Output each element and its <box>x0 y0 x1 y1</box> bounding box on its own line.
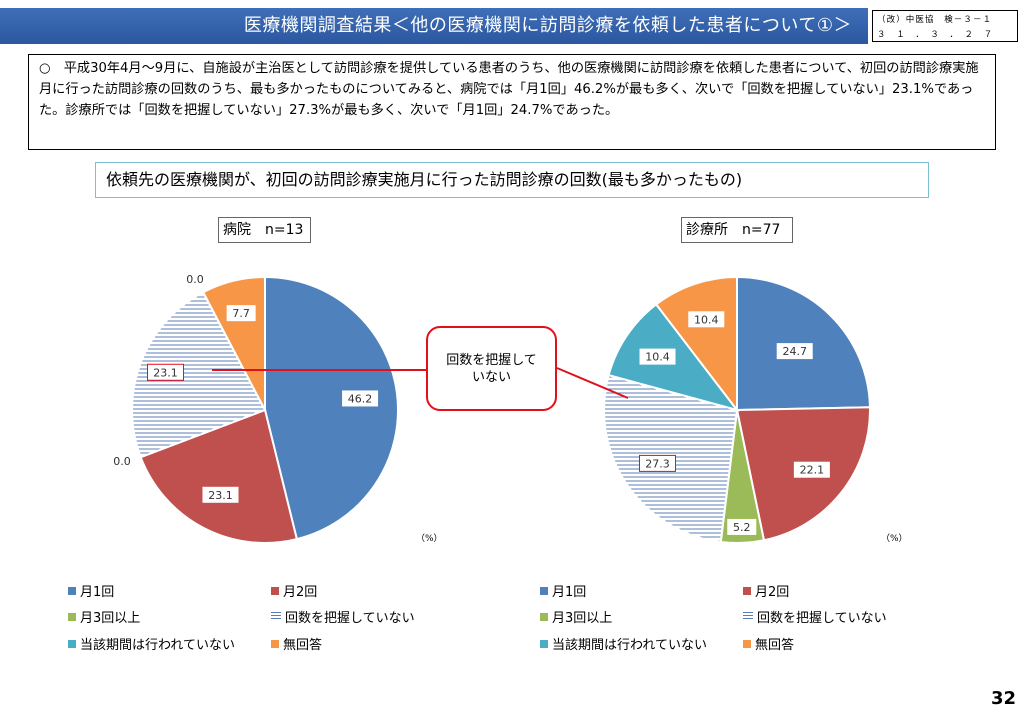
hospital-slice-3 <box>131 290 267 459</box>
clinic-legend-label-3: 回数を把握していない <box>757 611 887 626</box>
callout-text: 回数を把握していない <box>446 353 537 385</box>
hospital-legend-label-5: 無回答 <box>283 638 323 653</box>
clinic-chart-title: 診療所 n=77 <box>681 217 793 243</box>
hospital-legend-item-0: 月1回 <box>68 585 114 601</box>
clinic-legend-swatch-1 <box>743 587 751 595</box>
clinic-legend-swatch-2 <box>540 613 548 621</box>
summary-body: 平成30年4月～9月に、自施設が主治医として訪問診療を提供している患者のうち、他… <box>39 61 979 118</box>
clinic-legend-item-1: 月2回 <box>743 585 789 601</box>
clinic-legend-item-5: 無回答 <box>743 638 794 654</box>
clinic-data-label-2: 5.2 <box>733 521 751 534</box>
hospital-legend-swatch-1 <box>271 587 279 595</box>
hospital-legend-label-1: 月2回 <box>283 585 318 600</box>
clinic-legend-swatch-5 <box>743 640 751 648</box>
hospital-legend-swatch-4 <box>68 640 76 648</box>
hospital-label-box-3 <box>147 363 185 381</box>
hospital-chart-title: 病院 n=13 <box>218 217 311 243</box>
hospital-legend-item-2: 月3回以上 <box>68 611 140 627</box>
clinic-legend-label-2: 月3回以上 <box>552 611 613 626</box>
clinic-slice-5 <box>654 275 738 413</box>
hospital-legend-item-3: 回数を把握していない <box>271 611 415 627</box>
clinic-label-box-4 <box>639 348 676 365</box>
document-code-line2: ３ １ ． ３ ． ２ ７ <box>877 30 994 40</box>
clinic-data-label-0: 24.7 <box>782 345 807 358</box>
clinic-unit-label: （%） <box>881 534 908 544</box>
hospital-legend-label-4: 当該期間は行われていない <box>80 638 235 653</box>
hospital-legend-label-3: 回数を把握していない <box>285 611 415 626</box>
clinic-legend-item-2: 月3回以上 <box>540 611 612 627</box>
hospital-label-box-0 <box>342 390 379 407</box>
hospital-label-box-1 <box>202 486 239 503</box>
hospital-data-label-3: 23.1 <box>153 366 178 379</box>
page-number: 32 <box>990 688 1016 709</box>
hospital-legend-item-4: 当該期間は行われていない <box>68 638 235 654</box>
hospital-legend-item-5: 無回答 <box>271 638 322 654</box>
hospital-legend-label-0: 月1回 <box>80 585 115 600</box>
clinic-legend-label-4: 当該期間は行われていない <box>552 638 707 653</box>
clinic-legend-label-1: 月2回 <box>755 585 790 600</box>
document-code-line1: （改）中医協 検－３－１ <box>877 15 993 25</box>
hospital-slice-0 <box>264 275 399 541</box>
clinic-legend-swatch-0 <box>540 587 548 595</box>
hospital-legend-swatch-0 <box>68 587 76 595</box>
clinic-data-label-3: 27.3 <box>645 457 670 470</box>
hospital-legend-label-2: 月3回以上 <box>80 611 141 626</box>
clinic-legend-item-4: 当該期間は行われていない <box>540 638 707 654</box>
summary-box: ○ 平成30年4月～9月に、自施設が主治医として訪問診療を提供している患者のうち… <box>28 54 996 150</box>
clinic-legend-label-5: 無回答 <box>755 638 795 653</box>
hospital-label-box-5 <box>226 305 256 322</box>
hospital-legend-swatch-3 <box>271 612 281 621</box>
clinic-label-box-2 <box>727 518 757 535</box>
page-title: 医療機関調査結果＜他の医療機関に訪問診療を依頼した患者について①＞ <box>0 8 868 44</box>
summary-text: ○ 平成30年4月～9月に、自施設が主治医として訪問診療を提供している患者のうち… <box>39 58 985 121</box>
hospital-data-label-5: 7.7 <box>232 307 250 320</box>
clinic-label-box-0 <box>776 343 813 360</box>
clinic-label-box-5 <box>688 311 725 328</box>
hospital-legend-swatch-5 <box>271 640 279 648</box>
hospital-data-label-1: 23.1 <box>208 489 233 502</box>
hospital-legend-item-1: 月2回 <box>271 585 317 601</box>
summary-bullet: ○ <box>39 61 51 76</box>
hospital-data-label-4: 0.0 <box>186 273 204 286</box>
chart-subtitle: 依頼先の医療機関が、初回の訪問診療実施月に行った訪問診療の回数(最も多かったもの… <box>95 162 929 198</box>
hospital-data-label-2: 0.0 <box>113 455 131 468</box>
clinic-label-box-1 <box>793 461 830 478</box>
callout-connector-1 <box>556 367 629 399</box>
clinic-data-label-5: 10.4 <box>694 313 719 326</box>
hospital-data-label-0: 46.2 <box>348 392 373 405</box>
clinic-legend-label-0: 月1回 <box>552 585 587 600</box>
clinic-label-box-3 <box>639 454 677 472</box>
clinic-data-label-1: 22.1 <box>800 464 825 477</box>
clinic-legend-item-0: 月1回 <box>540 585 586 601</box>
document-code-box: （改）中医協 検－３－１ ３ １ ． ３ ． ２ ７ <box>872 10 1018 42</box>
clinic-data-label-4: 10.4 <box>645 351 670 364</box>
clinic-legend-swatch-3 <box>743 612 753 621</box>
hospital-unit-label: （%） <box>416 534 443 544</box>
hospital-legend-swatch-2 <box>68 613 76 621</box>
callout-box: 回数を把握していない <box>426 326 557 411</box>
clinic-legend-swatch-4 <box>540 640 548 648</box>
clinic-legend-item-3: 回数を把握していない <box>743 611 887 627</box>
